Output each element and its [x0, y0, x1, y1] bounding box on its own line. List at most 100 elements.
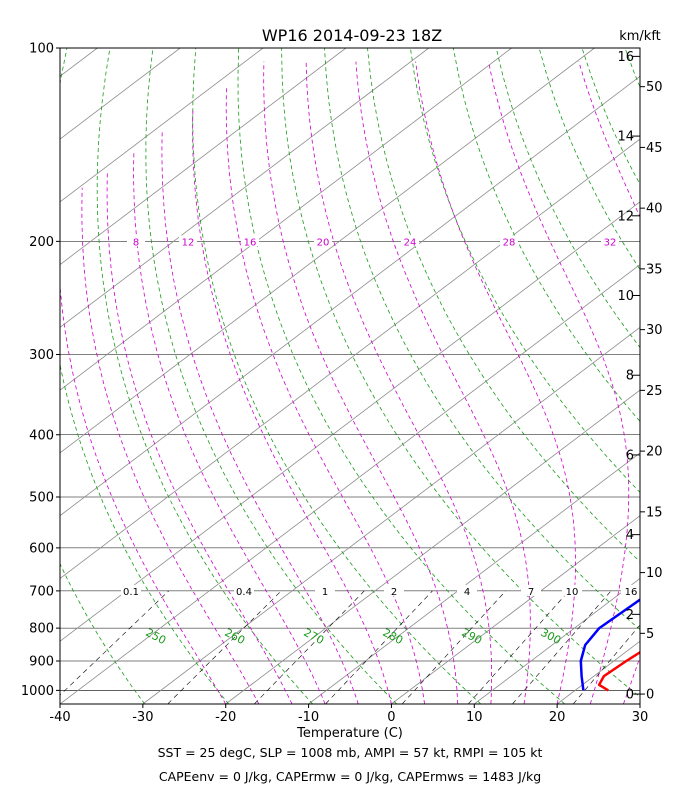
- mixing-ratio-label-bg: [179, 235, 197, 247]
- dry-adiabat: [495, 48, 640, 349]
- isotherm: [60, 48, 264, 203]
- mixing-ratio-label-bg: [601, 235, 619, 247]
- kft-tick-label: 40: [646, 202, 663, 217]
- isotherm: [60, 48, 181, 140]
- mixing-ratio-label-lower: 4: [464, 587, 470, 598]
- dry-adiabat: [60, 562, 146, 704]
- isotherm: [60, 264, 640, 704]
- km-tick-label: 0: [626, 688, 634, 703]
- dry-adiabat: [96, 48, 313, 704]
- dry-adiabat: [452, 48, 640, 422]
- isotherm: [474, 577, 640, 704]
- x-axis-label: Temperature (C): [296, 726, 403, 741]
- x-tick-label: -40: [49, 710, 70, 725]
- isotherm: [60, 48, 430, 328]
- moist-adiabat: [133, 151, 326, 704]
- mixing-ratio-label-upper: 28: [503, 237, 516, 248]
- kft-tick-label: 20: [646, 445, 663, 460]
- mixing-ratio-label-upper: 12: [182, 237, 195, 248]
- moist-adiabat: [225, 86, 425, 704]
- mixing-ratio-label-bg: [241, 235, 259, 247]
- pressure-tick-label: 300: [29, 348, 54, 363]
- mixing-ratio-line: [60, 590, 169, 696]
- isotherm: [0, 48, 14, 704]
- mixing-ratio-label-bg: [234, 584, 254, 596]
- dry-adiabat: [60, 702, 62, 704]
- mixing-ratio-line: [572, 624, 640, 704]
- x-tick-label: 0: [387, 710, 395, 725]
- moist-adiabat: [192, 110, 392, 704]
- dewpoint-line: [579, 598, 640, 691]
- dry-adiabat: [538, 48, 640, 271]
- isotherm: [60, 75, 640, 517]
- mixing-ratio-label-upper: 20: [317, 237, 330, 248]
- pressure-tick-label: 600: [29, 541, 54, 556]
- x-tick-label: -20: [215, 710, 236, 725]
- isotherm: [308, 452, 640, 704]
- x-tick-label: 30: [632, 710, 649, 725]
- mixing-ratio-label-upper: 8: [133, 237, 139, 248]
- mixing-ratio-line: [468, 590, 570, 704]
- mixing-ratio-line: [512, 590, 612, 704]
- moist-adiabat: [690, 62, 700, 704]
- dry-adiabat: [281, 48, 640, 698]
- mixing-ratio-label-bg: [621, 584, 641, 596]
- mixing-ratio-label-bg: [562, 584, 582, 596]
- dry-adiabat-label: 250: [143, 626, 168, 647]
- mixing-ratio-label-bg: [500, 235, 518, 247]
- pressure-tick-label: 500: [29, 491, 54, 506]
- kft-tick-label: 10: [646, 566, 663, 581]
- pressure-tick-label: 1000: [21, 684, 54, 699]
- mixing-ratio-label-bg: [315, 584, 335, 596]
- dry-adiabat: [237, 48, 566, 704]
- isotherm: [142, 326, 640, 704]
- dry-adiabat: [145, 48, 397, 704]
- isotherm: [225, 389, 640, 704]
- dry-adiabat: [581, 48, 640, 185]
- dry-adiabat: [192, 48, 482, 704]
- mixing-ratio-label-bg: [127, 235, 145, 247]
- moist-adiabat: [81, 187, 260, 704]
- moist-adiabat: [657, 62, 700, 704]
- mixing-ratio-label-upper: 16: [244, 237, 257, 248]
- sounding-lines: [579, 598, 640, 692]
- kft-tick-label: 0: [646, 688, 654, 703]
- isotherm: [60, 48, 595, 454]
- kft-tick-label: 30: [646, 323, 663, 338]
- isotherm: [60, 48, 98, 77]
- dry-adiabat-label: 300: [538, 626, 563, 647]
- isotherm: [60, 48, 512, 391]
- mixing-ratio-line: [254, 590, 365, 704]
- mixing-ratio-line: [325, 590, 433, 704]
- temperature-line: [597, 650, 640, 692]
- caption-line-1: SST = 25 degC, SLP = 1008 mb, AMPI = 57 …: [157, 745, 543, 760]
- mixing-ratio-label-bg: [457, 584, 477, 596]
- x-tick-label: 20: [549, 710, 566, 725]
- km-tick-label: 16: [617, 50, 634, 65]
- dry-adiabat: [324, 48, 640, 631]
- mixing-ratio-label-bg: [314, 235, 332, 247]
- mixing-ratio-label-lower: 2: [391, 587, 397, 598]
- moist-adiabat: [488, 61, 630, 704]
- pressure-tick-label: 800: [29, 622, 54, 637]
- km-tick-label: 4: [626, 528, 634, 543]
- km-tick-label: 10: [617, 289, 634, 304]
- moist-adiabat: [60, 281, 227, 704]
- km-tick-label: 2: [626, 608, 634, 623]
- pressure-tick-label: 100: [29, 42, 54, 57]
- pressure-tick-label: 200: [29, 235, 54, 250]
- km-tick-label: 12: [617, 209, 634, 224]
- chart-title: WP16 2014-09-23 18Z: [262, 26, 442, 45]
- background-lines: [0, 48, 700, 704]
- moist-adiabat: [578, 61, 640, 704]
- x-tick-label: 10: [466, 710, 483, 725]
- caption-line-2: CAPEenv = 0 J/kg, CAPErmw = 0 J/kg, CAPE…: [158, 769, 542, 784]
- mixing-ratio-label-bg: [121, 584, 141, 596]
- pressure-tick-label: 700: [29, 584, 54, 599]
- dry-adiabat-label: 290: [459, 626, 484, 647]
- mixing-ratio-label-lower: 1: [322, 587, 328, 598]
- moist-adiabat: [263, 61, 459, 704]
